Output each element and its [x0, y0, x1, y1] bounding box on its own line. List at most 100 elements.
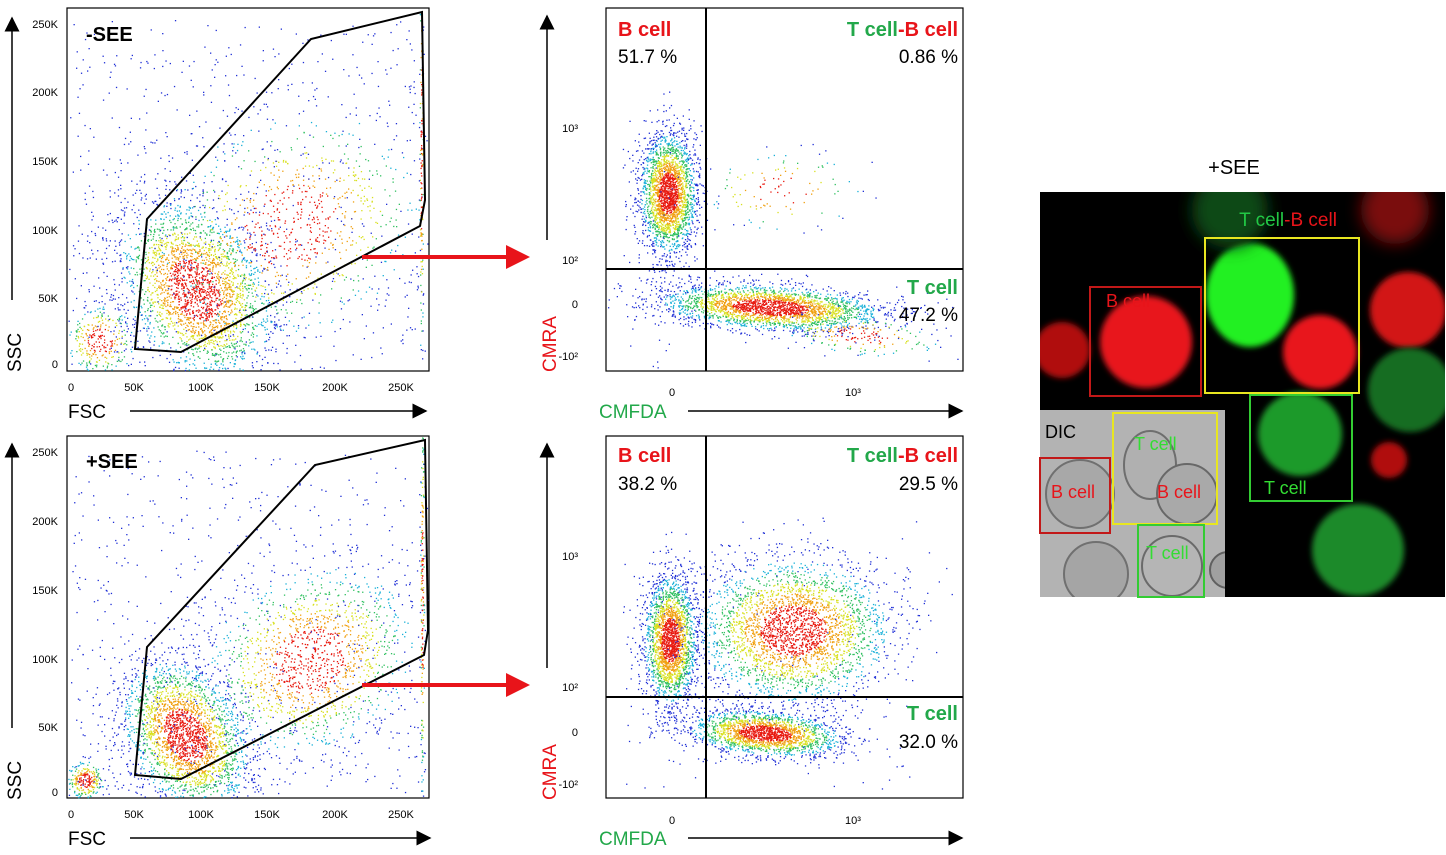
data-point [195, 302, 196, 303]
data-point [240, 244, 241, 245]
data-point [180, 263, 181, 264]
data-point [178, 318, 179, 319]
data-point [149, 262, 150, 263]
data-point [171, 252, 172, 253]
data-point [227, 265, 228, 266]
data-point [227, 282, 228, 283]
data-point [170, 302, 171, 303]
data-point [295, 345, 296, 346]
data-point [133, 259, 134, 260]
data-point [226, 352, 227, 353]
data-point [108, 221, 109, 222]
data-point [163, 285, 164, 286]
data-point [200, 238, 201, 239]
data-point [179, 301, 180, 302]
data-point [182, 343, 183, 344]
data-point [205, 257, 206, 258]
data-point [201, 307, 202, 308]
data-point [148, 308, 149, 309]
data-point [204, 260, 205, 261]
data-point [205, 253, 206, 254]
data-point [242, 260, 243, 261]
data-point [238, 294, 239, 295]
data-point [129, 273, 130, 274]
data-point [210, 367, 211, 368]
data-point [211, 330, 212, 331]
data-point [193, 281, 194, 282]
data-point [117, 304, 118, 305]
data-point [194, 271, 195, 272]
data-point [199, 335, 200, 336]
data-point [146, 254, 147, 255]
data-point [220, 356, 221, 357]
data-point [233, 278, 234, 279]
data-point [114, 250, 115, 251]
data-point [142, 289, 143, 290]
data-point [178, 234, 179, 235]
data-point [227, 358, 228, 359]
data-point [210, 296, 211, 297]
data-point [170, 294, 171, 295]
data-point [245, 315, 246, 316]
data-point [209, 293, 210, 294]
data-point [280, 330, 281, 331]
data-point [231, 310, 232, 311]
data-point [161, 284, 162, 285]
data-point [161, 332, 162, 333]
data-point [195, 368, 196, 369]
data-point [204, 242, 205, 243]
data-point [228, 256, 229, 257]
data-point [241, 227, 242, 228]
data-point [144, 174, 145, 175]
data-point [254, 279, 255, 280]
data-point [201, 253, 202, 254]
data-point [179, 337, 180, 338]
data-point [139, 190, 140, 191]
data-point [246, 289, 247, 290]
data-point [157, 311, 158, 312]
data-point [208, 340, 209, 341]
data-point [174, 298, 175, 299]
data-point [126, 258, 127, 259]
data-point [164, 284, 165, 285]
data-point [191, 289, 192, 290]
data-point [103, 239, 104, 240]
data-point [166, 238, 167, 239]
data-point [220, 326, 221, 327]
data-point [206, 316, 207, 317]
data-point [234, 309, 235, 310]
data-point [164, 244, 165, 245]
data-point [170, 205, 171, 206]
data-point [251, 312, 252, 313]
data-point [133, 335, 134, 336]
data-point [180, 347, 181, 348]
data-point [202, 195, 203, 196]
data-point [162, 224, 163, 225]
data-point [107, 214, 108, 215]
data-point [153, 276, 154, 277]
data-point [232, 301, 233, 302]
data-point [180, 273, 181, 274]
data-point [172, 294, 173, 295]
data-point [193, 331, 194, 332]
data-point [122, 210, 123, 211]
data-point [184, 317, 185, 318]
data-point [202, 308, 203, 309]
data-point [224, 316, 225, 317]
data-point [218, 304, 219, 305]
data-point [249, 273, 250, 274]
data-point [220, 304, 221, 305]
data-point [189, 312, 190, 313]
data-point [192, 253, 193, 254]
data-point [181, 248, 182, 249]
data-point [150, 234, 151, 235]
data-point [207, 351, 208, 352]
data-point [200, 329, 201, 330]
data-point [155, 252, 156, 253]
data-point [201, 346, 202, 347]
data-point [197, 197, 198, 198]
data-point [215, 294, 216, 295]
data-point [263, 321, 264, 322]
data-point [240, 322, 241, 323]
data-point [182, 246, 183, 247]
